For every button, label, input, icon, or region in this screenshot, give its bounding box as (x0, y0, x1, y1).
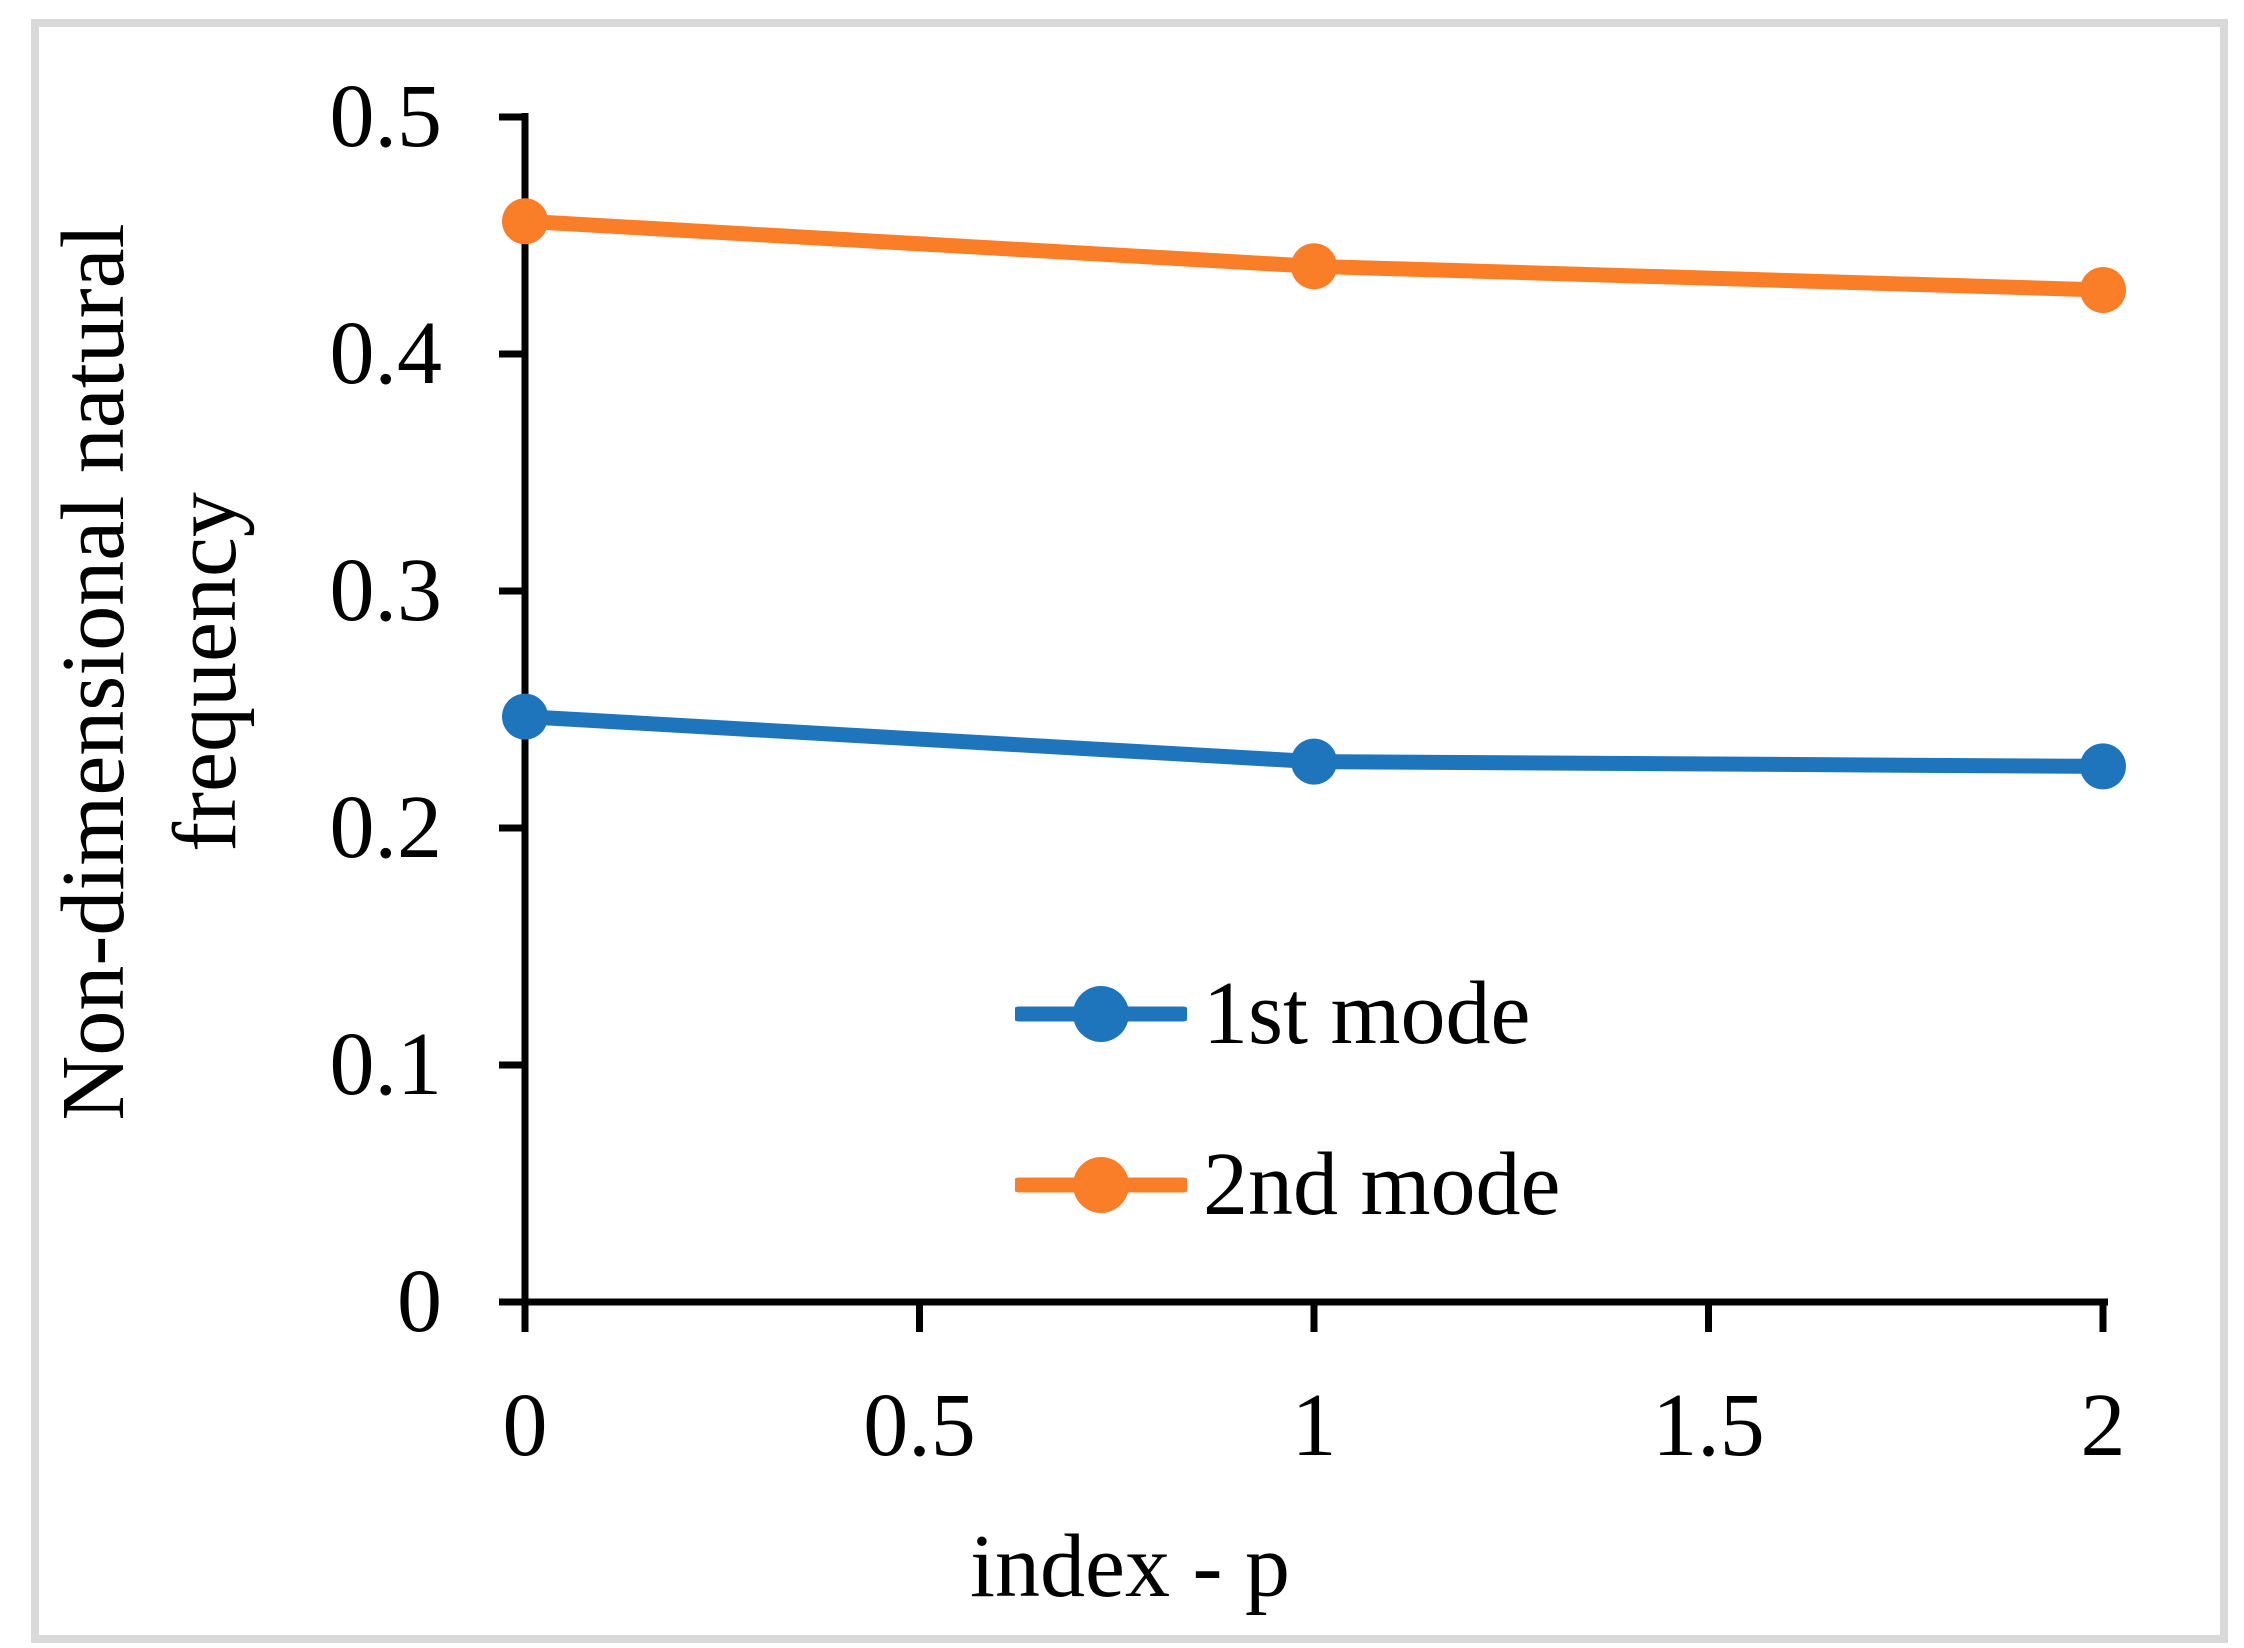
y-axis-title-line1: Non-dimensional natural (44, 223, 143, 1121)
y-tick-label: 0.5 (329, 67, 443, 166)
legend-label-1st-mode: 1st mode (1203, 964, 1531, 1063)
y-tick-label: 0.3 (329, 541, 443, 640)
y-axis-title-line2: frequency (156, 492, 255, 852)
legend-circle-marker-icon (1073, 1157, 1129, 1213)
legend-swatch-2nd-mode (1015, 1157, 1187, 1213)
legend-item-1st-mode: 1st mode (1015, 959, 1560, 1069)
data-series (502, 198, 2126, 790)
x-axis-title: index - p (970, 1517, 1290, 1616)
series-marker-2 (1291, 243, 1337, 290)
x-tick-label: 0.5 (863, 1376, 976, 1475)
series-marker-2 (502, 198, 548, 245)
x-tick-label: 0 (502, 1376, 548, 1475)
legend-circle-marker-icon (1073, 986, 1129, 1042)
series-marker-1 (502, 693, 548, 740)
legend-swatch-1st-mode (1015, 986, 1187, 1042)
y-tick-label: 0 (397, 1252, 442, 1351)
x-tick-label: 2 (2080, 1376, 2126, 1475)
series-marker-1 (2080, 743, 2126, 790)
legend: 1st mode 2nd mode (1015, 959, 1560, 1240)
series-marker-2 (2080, 267, 2126, 314)
legend-label-2nd-mode: 2nd mode (1203, 1135, 1561, 1234)
y-tick-label: 0.1 (329, 1015, 443, 1114)
x-tick-label: 1 (1291, 1376, 1337, 1475)
legend-item-2nd-mode: 2nd mode (1015, 1130, 1560, 1240)
y-axis-title: Non-dimensional natural frequency (38, 223, 262, 1120)
y-tick-label: 0.4 (329, 304, 443, 403)
y-tick-label: 0.2 (329, 778, 443, 877)
figure-border (31, 19, 2228, 1643)
series-marker-1 (1291, 738, 1337, 785)
x-tick-label: 1.5 (1652, 1376, 1765, 1475)
